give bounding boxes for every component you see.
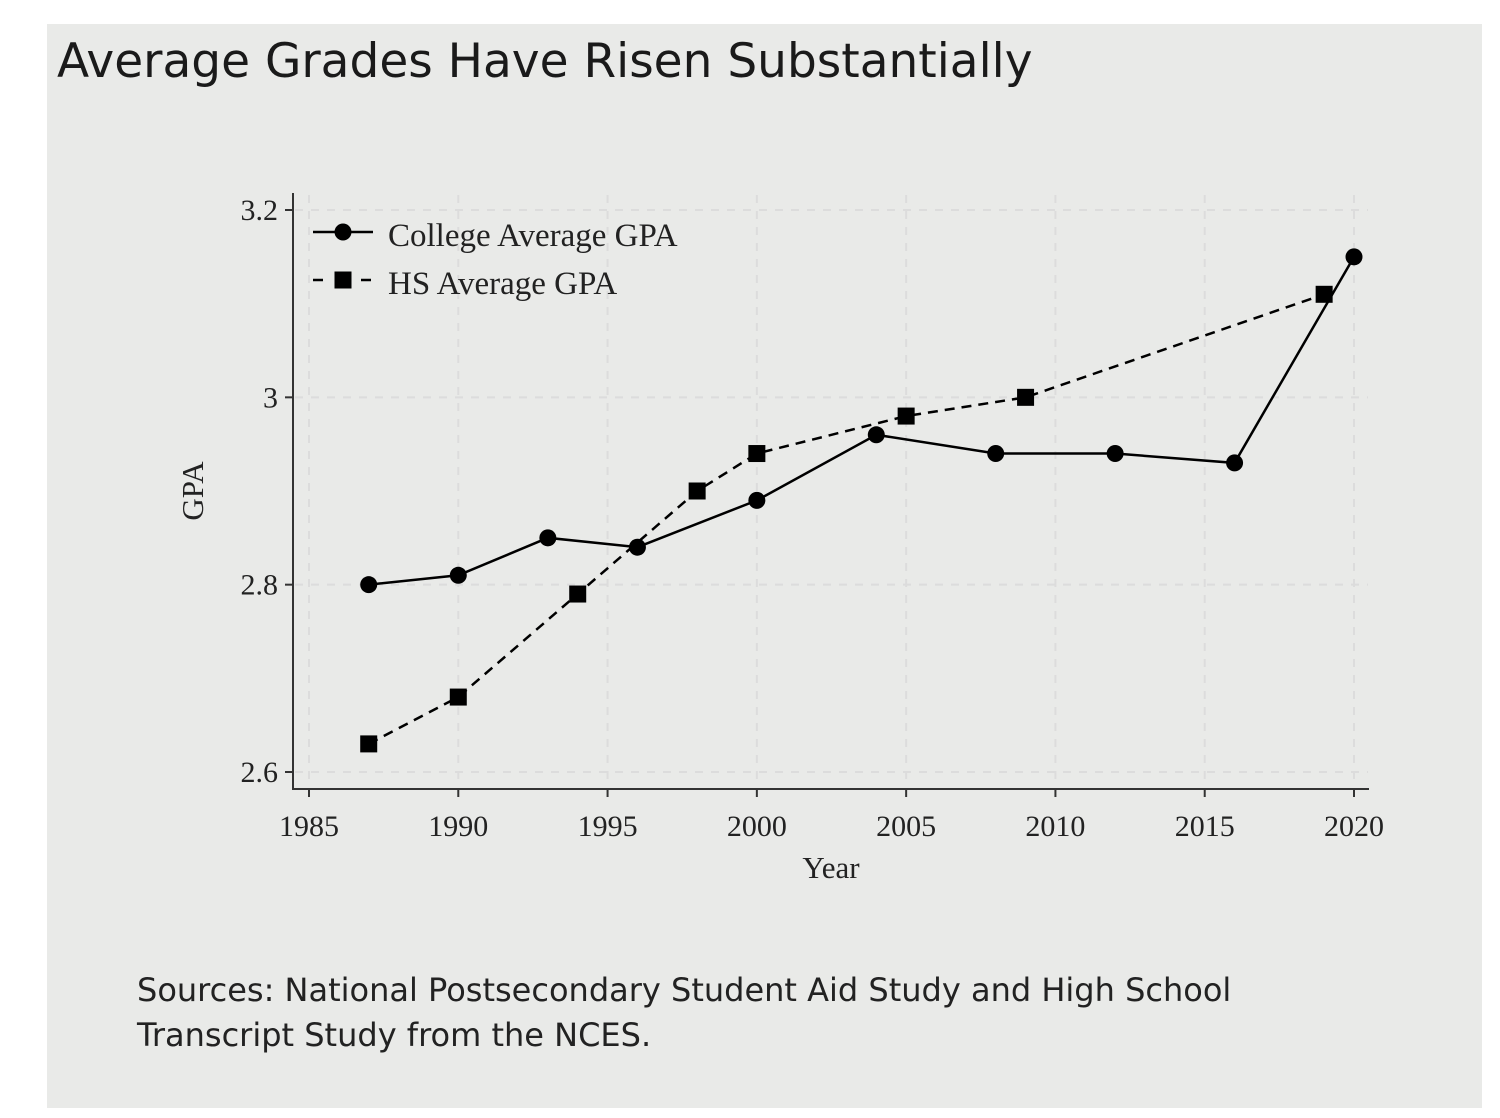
legend-square-marker (334, 271, 352, 289)
source-note: Sources: National Postsecondary Student … (137, 971, 1232, 1054)
college-gpa-point (748, 491, 766, 509)
x-tick-label: 1995 (578, 810, 638, 843)
college-gpa-point (628, 538, 646, 556)
y-tick-label: 3 (263, 381, 278, 414)
college-gpa-point (360, 576, 378, 594)
college-gpa-point (1106, 445, 1124, 463)
series-line-1 (368, 293, 1325, 746)
x-tick-label: 1990 (428, 810, 488, 843)
x-tick-label: 2015 (1175, 810, 1235, 843)
series-line-0 (368, 256, 1356, 586)
legend-circle-marker (334, 223, 352, 241)
college-gpa-point (1345, 248, 1363, 266)
x-tick-label: 2005 (876, 810, 936, 843)
y-axis-label: GPA (175, 461, 210, 521)
chart-panel (47, 24, 1482, 1108)
y-tick-label: 3.2 (241, 194, 279, 227)
x-tick-label: 2010 (1025, 810, 1085, 843)
hs-gpa-point (360, 735, 378, 753)
hs-gpa-point (449, 688, 467, 706)
y-tick-label: 2.6 (241, 756, 279, 789)
college-gpa-point (1226, 454, 1244, 472)
hs-gpa-point (688, 482, 706, 500)
chart-title: Average Grades Have Risen Substantially (57, 34, 1033, 89)
hs-gpa-point (1017, 388, 1035, 406)
hs-gpa-point (748, 445, 766, 463)
college-gpa-point (987, 445, 1005, 463)
x-tick-label: 2000 (727, 810, 787, 843)
hs-gpa-point (897, 407, 915, 425)
x-tick-label: 1985 (279, 810, 339, 843)
college-gpa-point (449, 566, 467, 584)
college-gpa-point (539, 529, 557, 547)
y-tick-label: 2.8 (241, 569, 279, 602)
x-axis-label: Year (802, 850, 860, 885)
legend-label: HS Average GPA (388, 266, 617, 302)
hs-gpa-point (569, 585, 587, 603)
legend-label: College Average GPA (388, 218, 678, 254)
college-gpa-point (867, 426, 885, 444)
x-tick-label: 2020 (1324, 810, 1384, 843)
hs-gpa-point (1315, 285, 1333, 303)
